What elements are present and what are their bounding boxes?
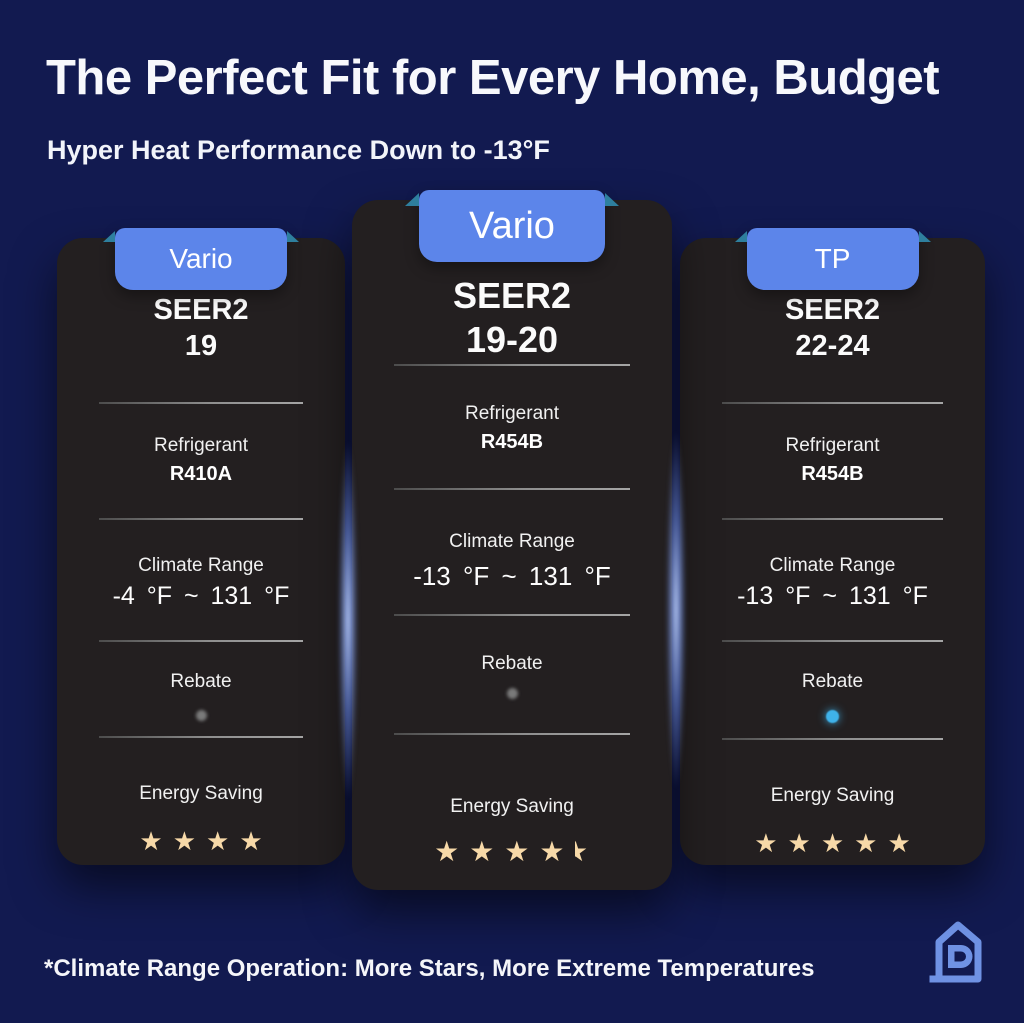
rebate-label: Rebate: [801, 671, 864, 692]
refrigerant-label: Refrigerant: [785, 435, 880, 456]
footnote: *Climate Range Operation: More Stars, Mo…: [44, 955, 815, 982]
product-tab-label: Vario: [469, 204, 555, 247]
refrigerant-label: Refrigerant: [154, 435, 248, 456]
divider: [394, 614, 630, 616]
divider: [99, 518, 303, 520]
refrigerant-value: R410A: [169, 463, 233, 485]
product-tab: TP: [734, 228, 931, 290]
ribbon-fold-left-icon: [734, 231, 747, 242]
page-subtitle: Hyper Heat Performance Down to -13°F: [47, 135, 550, 165]
climate-range-value: -4 °F ~ 131 °F: [112, 582, 290, 610]
star-icon: ★: [539, 836, 565, 867]
divider: [394, 733, 630, 735]
product-tab: Vario: [103, 228, 299, 290]
half-star-icon: ★: [574, 836, 589, 867]
star-icon: ★: [754, 828, 778, 858]
refrigerant-value: R454B: [801, 463, 864, 485]
product-card-tp: TP SEER2 22-24 Refrigerant R454B Climate…: [680, 228, 985, 865]
product-card-vario-19-20: Vario SEER2 19-20 Refrigerant R454B Clim…: [352, 190, 672, 890]
refrigerant-label: Refrigerant: [465, 403, 559, 424]
seer-block: SEER2 22-24: [785, 292, 880, 364]
climate-range-label: Climate Range: [449, 531, 575, 552]
divider: [722, 402, 943, 404]
ribbon-fold-left-icon: [405, 193, 419, 206]
rebate-dot: [195, 710, 207, 721]
climate-range-label: Climate Range: [769, 555, 896, 576]
seer-value: 19-20: [465, 319, 559, 360]
star-icon: ★: [172, 826, 196, 856]
rebate-dot: [506, 688, 518, 699]
rebate-label: Rebate: [170, 671, 232, 692]
climate-range-label: Climate Range: [138, 555, 264, 576]
star-icon: ★: [469, 836, 495, 867]
divider: [722, 640, 943, 642]
climate-range-value: -13 °F ~ 131 °F: [737, 582, 928, 610]
page-title: The Perfect Fit for Every Home, Budget: [46, 51, 940, 105]
house-logo-icon: [929, 921, 982, 983]
seer-value: 22-24: [795, 330, 870, 362]
ribbon-fold-right-icon: [918, 231, 931, 242]
star-rating: ★ ★ ★ ★ ★: [429, 835, 595, 869]
rebate-label: Rebate: [481, 653, 543, 674]
star-icon: ★: [887, 828, 911, 858]
divider: [722, 518, 943, 520]
seer-label: SEER2: [452, 275, 572, 316]
star-icon: ★: [239, 826, 263, 856]
product-tab-label: Vario: [169, 243, 233, 274]
product-tab-label: TP: [814, 243, 851, 274]
divider: [394, 488, 630, 490]
ribbon-fold-left-icon: [103, 231, 115, 242]
seer-block: SEER2 19: [153, 292, 248, 364]
divider: [394, 364, 630, 366]
climate-range-value: -13 °F ~ 131 °F: [413, 561, 611, 591]
seer-label: SEER2: [153, 294, 249, 326]
rebate-dot: [826, 710, 839, 723]
divider: [99, 736, 303, 738]
product-card-vario-19: Vario SEER2 19 Refrigerant R410A Climate…: [57, 228, 345, 865]
ribbon-fold-right-icon: [605, 193, 619, 206]
star-icon: ★: [820, 828, 845, 858]
seer-value: 19: [184, 330, 218, 362]
star-icon: ★: [434, 836, 460, 867]
star-icon: ★: [504, 836, 530, 867]
divider: [99, 402, 303, 404]
star-icon: ★: [854, 828, 878, 858]
star-rating: ★ ★ ★ ★: [134, 824, 267, 858]
energy-saving-label: Energy Saving: [139, 783, 263, 804]
star-icon: ★: [206, 826, 230, 856]
divider: [99, 640, 303, 642]
star-rating: ★ ★ ★ ★ ★: [749, 826, 916, 860]
seer-label: SEER2: [784, 294, 881, 326]
energy-saving-label: Energy Saving: [770, 785, 895, 806]
seer-block: SEER2 19-20: [453, 274, 571, 362]
refrigerant-value: R454B: [480, 431, 544, 453]
product-tab: Vario: [405, 190, 619, 262]
ribbon-fold-right-icon: [287, 231, 299, 242]
divider: [722, 738, 943, 740]
energy-saving-label: Energy Saving: [450, 796, 574, 817]
star-icon: ★: [787, 828, 811, 858]
star-icon: ★: [139, 826, 163, 856]
